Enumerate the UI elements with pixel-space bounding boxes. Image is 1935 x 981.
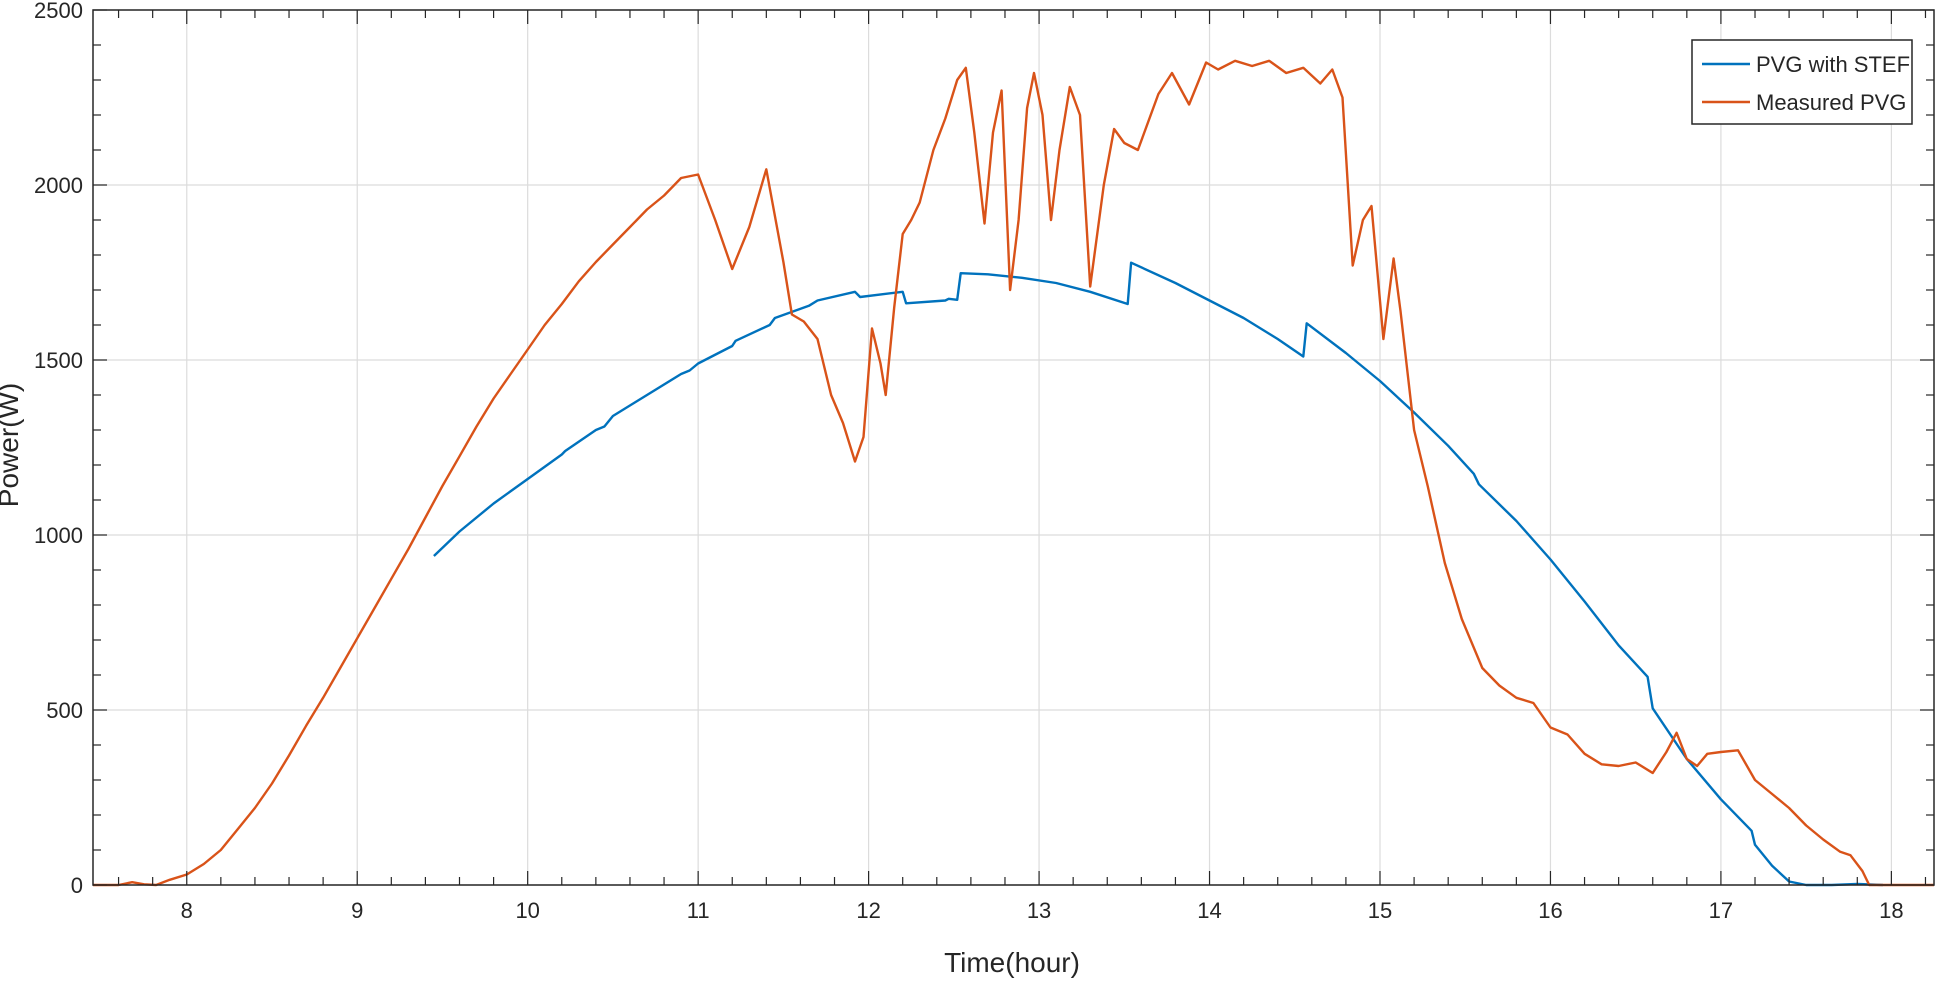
series-lines [93, 59, 1934, 887]
x-tick-label: 11 [687, 898, 710, 923]
x-tick-label: 14 [1197, 898, 1221, 923]
y-tick-label: 2000 [34, 173, 83, 198]
y-tick-label: 0 [71, 873, 83, 898]
y-tick-label: 2500 [34, 0, 83, 23]
axes [92, 9, 1935, 886]
x-tick-label: 15 [1368, 898, 1392, 923]
series-line-1 [433, 261, 1883, 887]
y-tick-label: 500 [46, 698, 83, 723]
y-tick-label: 1000 [34, 523, 83, 548]
x-axis-label: Time(hour) [944, 947, 1080, 978]
tick-labels: 8 9 10 11 12 13 14 15 16 17 18 0 500 1000 1500 2000 2500 [34, 0, 1904, 923]
legend-label: Measured PVG [1756, 90, 1906, 115]
y-axis-label: Power(W) [0, 383, 24, 507]
x-tick-label: 12 [856, 898, 880, 923]
legend: PVG with STEF Measured PVG [1691, 39, 1913, 125]
axes-box [92, 9, 1935, 886]
y-tick-label: 1500 [34, 348, 83, 373]
x-tick-label: 9 [351, 898, 363, 923]
x-tick-label: 13 [1027, 898, 1051, 923]
grid [93, 9, 1934, 886]
series-line-2 [93, 59, 1934, 887]
x-tick-label: 10 [515, 898, 539, 923]
x-tick-label: 8 [181, 898, 193, 923]
x-tick-label: 18 [1879, 898, 1903, 923]
x-tick-label: 17 [1709, 898, 1733, 923]
x-tick-label: 16 [1538, 898, 1562, 923]
legend-label: PVG with STEF [1756, 52, 1910, 77]
legend-box [1691, 39, 1913, 125]
